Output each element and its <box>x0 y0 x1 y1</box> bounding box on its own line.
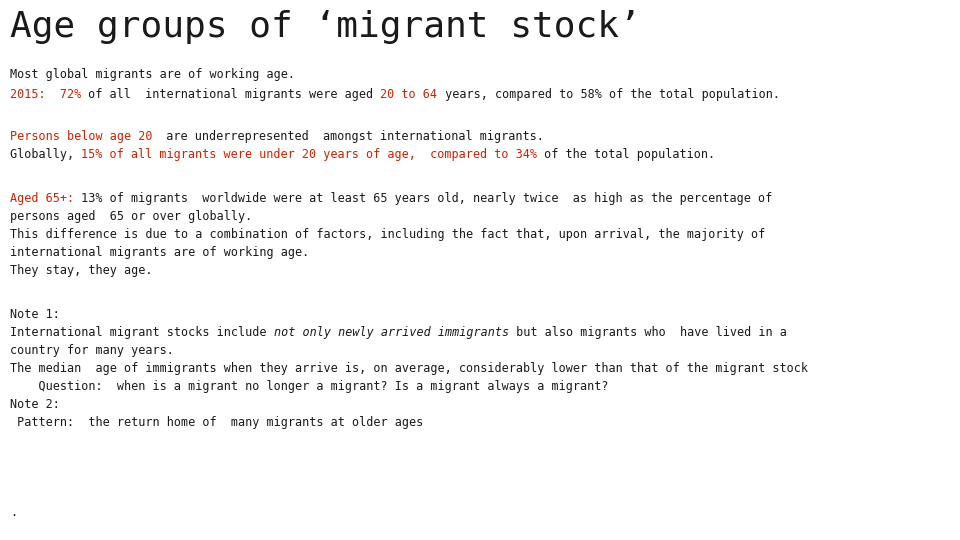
Text: international migrants are of working age.: international migrants are of working ag… <box>10 246 309 259</box>
Text: years, compared to 58% of the total population.: years, compared to 58% of the total popu… <box>438 88 780 101</box>
Text: International migrant stocks include: International migrant stocks include <box>10 326 274 339</box>
Text: .: . <box>10 506 17 519</box>
Text: This difference is due to a combination of factors, including the fact that, upo: This difference is due to a combination … <box>10 228 765 241</box>
Text: of the total population.: of the total population. <box>538 148 715 161</box>
Text: 15% of all migrants were under 20 years of age,  compared to 34%: 15% of all migrants were under 20 years … <box>82 148 538 161</box>
Text: Age groups of ‘migrant stock’: Age groups of ‘migrant stock’ <box>10 10 640 44</box>
Text: Question:  when is a migrant no longer a migrant? Is a migrant always a migrant?: Question: when is a migrant no longer a … <box>10 380 609 393</box>
Text: Globally,: Globally, <box>10 148 82 161</box>
Text: but also migrants who  have lived in a: but also migrants who have lived in a <box>509 326 786 339</box>
Text: Note 2:: Note 2: <box>10 398 60 411</box>
Text: of all  international migrants were aged: of all international migrants were aged <box>82 88 380 101</box>
Text: 20 to 64: 20 to 64 <box>380 88 438 101</box>
Text: are underrepresented  amongst international migrants.: are underrepresented amongst internation… <box>153 130 544 143</box>
Text: Aged 65+:: Aged 65+: <box>10 192 74 205</box>
Text: Persons below age 20: Persons below age 20 <box>10 130 153 143</box>
Text: not only newly arrived immigrants: not only newly arrived immigrants <box>274 326 509 339</box>
Text: Note 1:: Note 1: <box>10 308 60 321</box>
Text: Most global migrants are of working age.: Most global migrants are of working age. <box>10 68 295 81</box>
Text: persons aged  65 or over globally.: persons aged 65 or over globally. <box>10 210 252 223</box>
Text: Pattern:  the return home of  many migrants at older ages: Pattern: the return home of many migrant… <box>10 416 423 429</box>
Text: They stay, they age.: They stay, they age. <box>10 264 153 277</box>
Text: country for many years.: country for many years. <box>10 344 174 357</box>
Text: The median  age of immigrants when they arrive is, on average, considerably lowe: The median age of immigrants when they a… <box>10 362 808 375</box>
Text: 13% of migrants  worldwide were at least 65 years old, nearly twice  as high as : 13% of migrants worldwide were at least … <box>74 192 773 205</box>
Text: 2015:  72%: 2015: 72% <box>10 88 82 101</box>
